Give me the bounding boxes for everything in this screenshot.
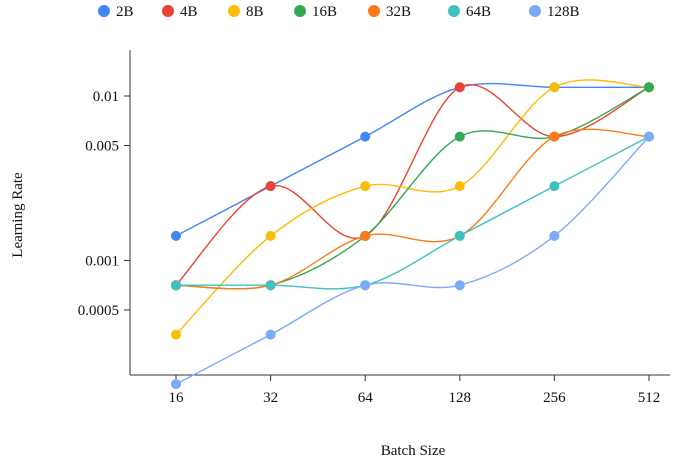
x-tick-label: 256 <box>543 390 566 406</box>
x-tick-label: 128 <box>449 390 472 406</box>
y-tick-label: 0.005 <box>85 139 119 155</box>
x-axis-title: Batch Size <box>381 443 446 459</box>
series-line <box>176 136 650 290</box>
legend-item-32b: 32B <box>368 4 411 20</box>
legend-marker <box>162 5 174 17</box>
legend-label: 2B <box>116 4 134 20</box>
legend-marker <box>529 5 541 17</box>
legend-label: 128B <box>547 4 580 20</box>
data-point <box>549 230 560 241</box>
data-point <box>454 230 465 241</box>
legend-item-64b: 64B <box>448 4 491 20</box>
legend-item-128b: 128B <box>529 4 580 20</box>
legend-marker <box>448 5 460 17</box>
data-point <box>549 131 560 142</box>
legend-item-4b: 4B <box>162 4 198 20</box>
data-point <box>644 82 654 93</box>
data-point <box>454 280 465 291</box>
series-line <box>175 136 650 385</box>
legend-label: 4B <box>180 4 198 20</box>
legend-marker <box>98 5 110 17</box>
series-line <box>175 82 649 237</box>
legend-label: 64B <box>466 4 491 20</box>
series-4b <box>171 82 654 291</box>
y-tick-label: 0.01 <box>93 89 119 105</box>
data-point <box>644 131 654 142</box>
x-ticks: 16 32 64 128 256 512 <box>169 375 661 406</box>
legend-marker <box>368 5 380 17</box>
y-tick-label: 0.001 <box>85 253 119 269</box>
data-point <box>171 379 181 390</box>
data-point <box>360 230 371 241</box>
data-point <box>454 82 465 93</box>
legend-marker <box>294 5 306 17</box>
data-point <box>265 230 276 241</box>
legend-label: 8B <box>246 4 264 20</box>
data-point <box>171 230 181 241</box>
series-line <box>175 128 650 290</box>
x-tick-label: 64 <box>358 390 374 406</box>
data-point <box>454 131 465 142</box>
x-tick-label: 16 <box>169 390 185 406</box>
data-point <box>265 181 276 192</box>
series-line <box>175 84 650 286</box>
series-line <box>175 86 650 290</box>
legend-item-16b: 16B <box>294 4 337 20</box>
legend-item-8b: 8B <box>228 4 264 20</box>
x-tick-label: 512 <box>638 390 661 406</box>
data-point <box>549 181 560 192</box>
series-line <box>175 79 650 336</box>
data-point <box>454 181 465 192</box>
data-point <box>360 280 371 291</box>
data-point <box>549 82 560 93</box>
y-ticks: 0.01 0.005 0.001 0.0005 <box>78 89 130 319</box>
axes <box>129 50 670 376</box>
data-point <box>171 329 181 340</box>
series-16b <box>171 82 654 291</box>
data-point <box>360 131 371 142</box>
legend-label: 16B <box>312 4 337 20</box>
legend: 2B 4B 8B 16B 32B 64B 128B <box>98 4 580 20</box>
legend-marker <box>228 5 240 17</box>
data-point <box>265 280 276 291</box>
data-point <box>265 329 276 340</box>
data-point <box>171 280 181 291</box>
legend-label: 32B <box>386 4 411 20</box>
x-tick-label: 32 <box>263 390 278 406</box>
data-point <box>360 181 371 192</box>
series-layer <box>171 79 654 390</box>
series-128b <box>171 131 654 390</box>
legend-item-2b: 2B <box>98 4 134 20</box>
y-tick-label: 0.0005 <box>78 303 119 319</box>
y-axis-title: Learning Rate <box>10 172 26 258</box>
